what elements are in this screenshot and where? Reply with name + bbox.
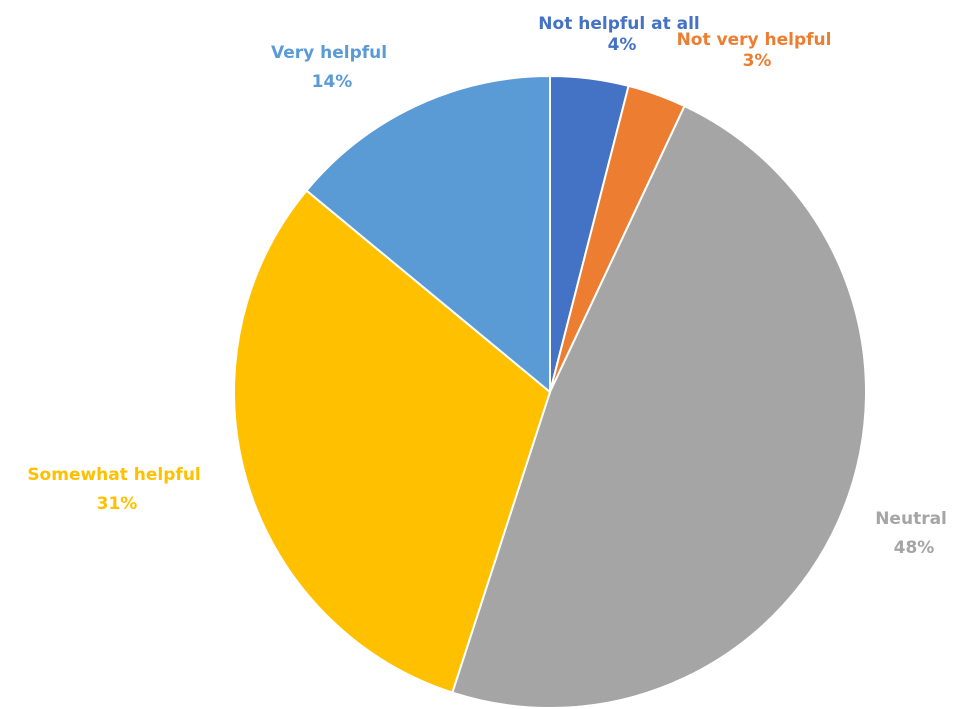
data-label-somewhat-helpful-name: Somewhat helpful — [27, 465, 200, 485]
pie-slice-somewhat-helpful — [233, 189, 552, 694]
pie-slice-very-helpful — [305, 74, 551, 395]
data-label-neutral: Neutral 48% — [875, 509, 953, 558]
data-label-very-helpful-value: 14% — [312, 72, 353, 92]
pie-slice-neutral — [451, 104, 867, 709]
data-label-not-very-helpful-name: Not very helpful — [677, 30, 832, 50]
data-label-not-helpful-at-all-name: Not helpful at all — [538, 14, 699, 34]
data-label-very-helpful-name: Very helpful — [271, 43, 387, 63]
data-label-somewhat-helpful-value: 31% — [97, 494, 138, 514]
slices-group — [233, 74, 867, 709]
data-label-not-very-helpful: Not very helpful 3% — [677, 30, 838, 71]
labels-group: Not helpful at all 4% Not very helpful 3… — [27, 14, 953, 558]
data-label-neutral-name: Neutral — [875, 509, 947, 529]
data-label-very-helpful: Very helpful 14% — [271, 43, 393, 92]
data-label-not-helpful-at-all-value: 4% — [608, 35, 637, 55]
data-label-not-helpful-at-all: Not helpful at all 4% — [538, 14, 705, 55]
data-label-not-very-helpful-value: 3% — [743, 51, 772, 71]
data-label-neutral-value: 48% — [894, 538, 935, 558]
data-label-somewhat-helpful: Somewhat helpful 31% — [27, 465, 206, 514]
